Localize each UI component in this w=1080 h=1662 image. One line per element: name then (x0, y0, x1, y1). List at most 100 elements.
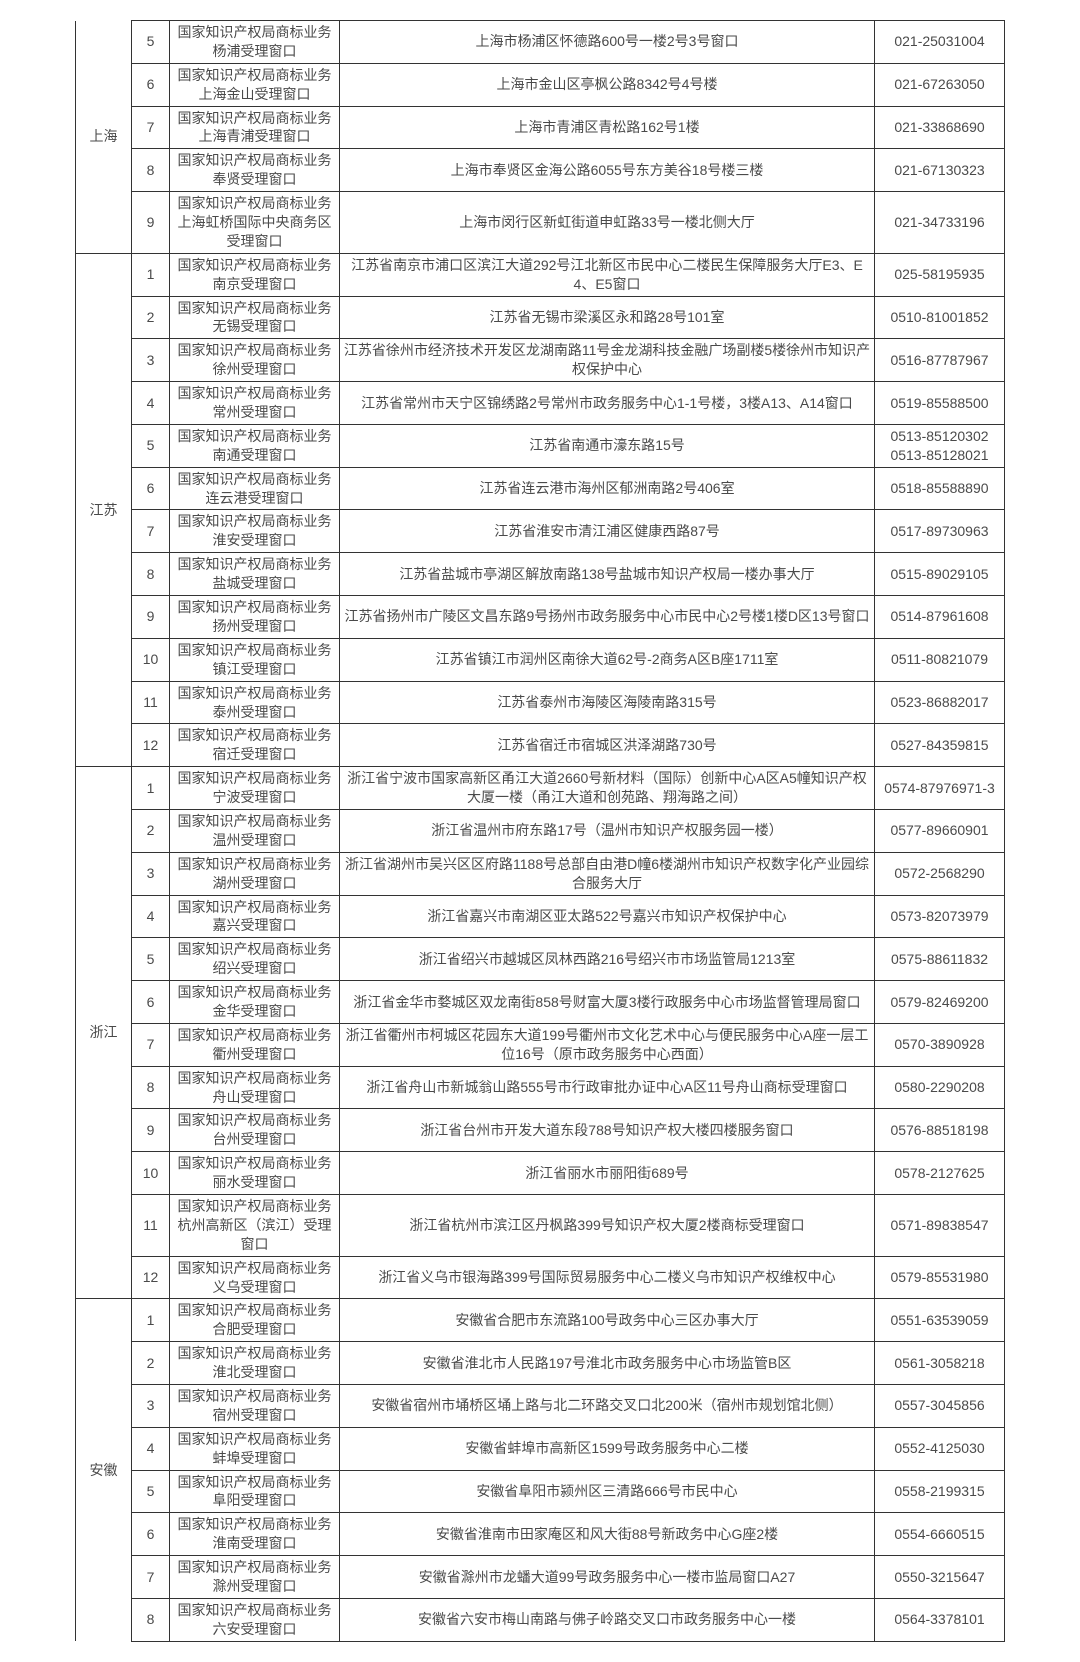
address-cell: 上海市闵行区新虹街道申虹路33号一楼北侧大厅 (340, 192, 875, 254)
table-row: 9国家知识产权局商标业务上海虹桥国际中央商务区受理窗口上海市闵行区新虹街道申虹路… (76, 192, 1005, 254)
window-name-cell: 国家知识产权局商标业务滁州受理窗口 (170, 1556, 340, 1599)
address-cell: 浙江省衢州市柯城区花园东大道199号衢州市文化艺术中心与便民服务中心A座一层工位… (340, 1023, 875, 1066)
table-row: 7国家知识产权局商标业务衢州受理窗口浙江省衢州市柯城区花园东大道199号衢州市文… (76, 1023, 1005, 1066)
phone-cell: 021-67263050 (875, 63, 1005, 106)
window-name-cell: 国家知识产权局商标业务衢州受理窗口 (170, 1023, 340, 1066)
address-cell: 安徽省蚌埠市高新区1599号政务服务中心二楼 (340, 1427, 875, 1470)
table-row: 9国家知识产权局商标业务台州受理窗口浙江省台州市开发大道东段788号知识产权大楼… (76, 1109, 1005, 1152)
window-name-cell: 国家知识产权局商标业务淮北受理窗口 (170, 1342, 340, 1385)
phone-cell: 0576-88518198 (875, 1109, 1005, 1152)
index-cell: 10 (132, 638, 170, 681)
phone-cell: 025-58195935 (875, 253, 1005, 296)
address-cell: 江苏省无锡市梁溪区永和路28号101室 (340, 296, 875, 339)
phone-cell: 0570-3890928 (875, 1023, 1005, 1066)
index-cell: 6 (132, 1513, 170, 1556)
address-cell: 江苏省镇江市润州区南徐大道62号-2商务A区B座1711室 (340, 638, 875, 681)
index-cell: 11 (132, 681, 170, 724)
phone-cell: 0578-2127625 (875, 1152, 1005, 1195)
address-cell: 浙江省湖州市吴兴区区府路1188号总部自由港D幢6楼湖州市知识产权数字化产业园综… (340, 852, 875, 895)
phone-cell: 021-67130323 (875, 149, 1005, 192)
index-cell: 5 (132, 21, 170, 64)
window-name-cell: 国家知识产权局商标业务湖州受理窗口 (170, 852, 340, 895)
phone-cell: 0574-87976971-3 (875, 767, 1005, 810)
address-cell: 上海市奉贤区金海公路6055号东方美谷18号楼三楼 (340, 149, 875, 192)
address-cell: 浙江省宁波市国家高新区甬江大道2660号新材料（国际）创新中心A区A5幢知识产权… (340, 767, 875, 810)
window-name-cell: 国家知识产权局商标业务扬州受理窗口 (170, 596, 340, 639)
address-cell: 浙江省义乌市银海路399号国际贸易服务中心二楼义乌市知识产权维权中心 (340, 1256, 875, 1299)
address-cell: 浙江省丽水市丽阳街689号 (340, 1152, 875, 1195)
phone-cell: 0564-3378101 (875, 1598, 1005, 1641)
address-cell: 浙江省舟山市新城翁山路555号市行政审批办证中心A区11号舟山商标受理窗口 (340, 1066, 875, 1109)
window-name-cell: 国家知识产权局商标业务宁波受理窗口 (170, 767, 340, 810)
phone-cell: 0557-3045856 (875, 1385, 1005, 1428)
window-name-cell: 国家知识产权局商标业务金华受理窗口 (170, 981, 340, 1024)
phone-cell: 0552-4125030 (875, 1427, 1005, 1470)
window-name-cell: 国家知识产权局商标业务阜阳受理窗口 (170, 1470, 340, 1513)
index-cell: 12 (132, 1256, 170, 1299)
phone-cell: 0580-2290208 (875, 1066, 1005, 1109)
index-cell: 7 (132, 1023, 170, 1066)
index-cell: 2 (132, 809, 170, 852)
window-name-cell: 国家知识产权局商标业务泰州受理窗口 (170, 681, 340, 724)
phone-cell: 0579-85531980 (875, 1256, 1005, 1299)
index-cell: 4 (132, 382, 170, 425)
trademark-service-table: 上海5国家知识产权局商标业务杨浦受理窗口上海市杨浦区怀德路600号一楼2号3号窗… (75, 20, 1005, 1642)
table-row: 2国家知识产权局商标业务淮北受理窗口安徽省淮北市人民路197号淮北市政务服务中心… (76, 1342, 1005, 1385)
table-row: 7国家知识产权局商标业务滁州受理窗口安徽省滁州市龙蟠大道99号政务服务中心一楼市… (76, 1556, 1005, 1599)
address-cell: 浙江省杭州市滨江区丹枫路399号知识产权大厦2楼商标受理窗口 (340, 1194, 875, 1256)
table-row: 江苏1国家知识产权局商标业务南京受理窗口江苏省南京市浦口区滨江大道292号江北新… (76, 253, 1005, 296)
phone-cell: 0575-88611832 (875, 938, 1005, 981)
phone-cell: 0573-82073979 (875, 895, 1005, 938)
index-cell: 6 (132, 63, 170, 106)
index-cell: 4 (132, 1427, 170, 1470)
table-row: 3国家知识产权局商标业务宿州受理窗口安徽省宿州市埇桥区埇上路与北二环路交叉口北2… (76, 1385, 1005, 1428)
window-name-cell: 国家知识产权局商标业务丽水受理窗口 (170, 1152, 340, 1195)
index-cell: 2 (132, 296, 170, 339)
address-cell: 江苏省泰州市海陵区海陵南路315号 (340, 681, 875, 724)
phone-cell: 0518-85588890 (875, 467, 1005, 510)
window-name-cell: 国家知识产权局商标业务常州受理窗口 (170, 382, 340, 425)
table-row: 12国家知识产权局商标业务宿迁受理窗口江苏省宿迁市宿城区洪泽湖路730号0527… (76, 724, 1005, 767)
index-cell: 5 (132, 938, 170, 981)
address-cell: 安徽省合肥市东流路100号政务中心三区办事大厅 (340, 1299, 875, 1342)
window-name-cell: 国家知识产权局商标业务蚌埠受理窗口 (170, 1427, 340, 1470)
index-cell: 8 (132, 1066, 170, 1109)
phone-cell: 0554-6660515 (875, 1513, 1005, 1556)
address-cell: 安徽省淮北市人民路197号淮北市政务服务中心市场监管B区 (340, 1342, 875, 1385)
table-row: 7国家知识产权局商标业务上海青浦受理窗口上海市青浦区青松路162号1楼021-3… (76, 106, 1005, 149)
table-row: 4国家知识产权局商标业务蚌埠受理窗口安徽省蚌埠市高新区1599号政务服务中心二楼… (76, 1427, 1005, 1470)
address-cell: 江苏省连云港市海州区郁洲南路2号406室 (340, 467, 875, 510)
table-row: 11国家知识产权局商标业务泰州受理窗口江苏省泰州市海陵区海陵南路315号0523… (76, 681, 1005, 724)
province-cell: 安徽 (76, 1299, 132, 1641)
index-cell: 6 (132, 467, 170, 510)
province-cell: 浙江 (76, 767, 132, 1299)
address-cell: 浙江省嘉兴市南湖区亚太路522号嘉兴市知识产权保护中心 (340, 895, 875, 938)
window-name-cell: 国家知识产权局商标业务无锡受理窗口 (170, 296, 340, 339)
table-row: 8国家知识产权局商标业务奉贤受理窗口上海市奉贤区金海公路6055号东方美谷18号… (76, 149, 1005, 192)
window-name-cell: 国家知识产权局商标业务镇江受理窗口 (170, 638, 340, 681)
window-name-cell: 国家知识产权局商标业务温州受理窗口 (170, 809, 340, 852)
table-row: 4国家知识产权局商标业务常州受理窗口江苏省常州市天宁区锦绣路2号常州市政务服务中… (76, 382, 1005, 425)
phone-cell: 021-34733196 (875, 192, 1005, 254)
phone-cell: 0572-2568290 (875, 852, 1005, 895)
address-cell: 浙江省金华市婺城区双龙南街858号财富大厦3楼行政服务中心市场监督管理局窗口 (340, 981, 875, 1024)
address-cell: 江苏省徐州市经济技术开发区龙湖南路11号金龙湖科技金融广场副楼5楼徐州市知识产权… (340, 339, 875, 382)
phone-cell: 0558-2199315 (875, 1470, 1005, 1513)
index-cell: 5 (132, 1470, 170, 1513)
index-cell: 3 (132, 852, 170, 895)
index-cell: 7 (132, 1556, 170, 1599)
index-cell: 11 (132, 1194, 170, 1256)
table-row: 10国家知识产权局商标业务丽水受理窗口浙江省丽水市丽阳街689号0578-212… (76, 1152, 1005, 1195)
address-cell: 浙江省绍兴市越城区凤林西路216号绍兴市市场监管局1213室 (340, 938, 875, 981)
window-name-cell: 国家知识产权局商标业务连云港受理窗口 (170, 467, 340, 510)
window-name-cell: 国家知识产权局商标业务盐城受理窗口 (170, 553, 340, 596)
table-row: 上海5国家知识产权局商标业务杨浦受理窗口上海市杨浦区怀德路600号一楼2号3号窗… (76, 21, 1005, 64)
address-cell: 上海市金山区亭枫公路8342号4号楼 (340, 63, 875, 106)
window-name-cell: 国家知识产权局商标业务南京受理窗口 (170, 253, 340, 296)
index-cell: 7 (132, 510, 170, 553)
table-row: 8国家知识产权局商标业务六安受理窗口安徽省六安市梅山南路与佛子岭路交叉口市政务服… (76, 1598, 1005, 1641)
address-cell: 浙江省台州市开发大道东段788号知识产权大楼四楼服务窗口 (340, 1109, 875, 1152)
table-row: 4国家知识产权局商标业务嘉兴受理窗口浙江省嘉兴市南湖区亚太路522号嘉兴市知识产… (76, 895, 1005, 938)
index-cell: 6 (132, 981, 170, 1024)
index-cell: 8 (132, 553, 170, 596)
